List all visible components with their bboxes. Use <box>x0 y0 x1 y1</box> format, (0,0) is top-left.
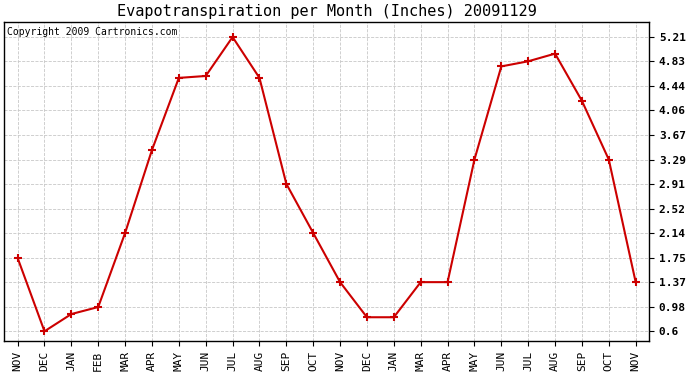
Text: Copyright 2009 Cartronics.com: Copyright 2009 Cartronics.com <box>8 27 178 36</box>
Title: Evapotranspiration per Month (Inches) 20091129: Evapotranspiration per Month (Inches) 20… <box>117 4 537 19</box>
